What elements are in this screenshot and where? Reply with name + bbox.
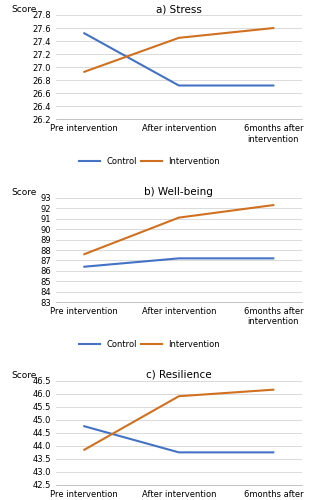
Control bbox=[177, 450, 181, 456]
Text: Score: Score bbox=[12, 5, 37, 14]
Control bbox=[272, 82, 275, 88]
Title: a) Stress: a) Stress bbox=[156, 4, 202, 14]
Line: Control: Control bbox=[84, 34, 273, 86]
Title: b) Well-being: b) Well-being bbox=[144, 187, 213, 197]
Control bbox=[82, 423, 86, 429]
Control bbox=[177, 82, 181, 88]
Legend: Control, Intervention: Control, Intervention bbox=[79, 157, 220, 166]
Legend: Control, Intervention: Control, Intervention bbox=[79, 340, 220, 349]
Control bbox=[272, 256, 275, 262]
Intervention bbox=[82, 251, 86, 257]
Control bbox=[177, 256, 181, 262]
Intervention bbox=[82, 69, 86, 75]
Line: Control: Control bbox=[84, 426, 273, 452]
Intervention bbox=[272, 202, 275, 208]
Intervention bbox=[177, 214, 181, 220]
Line: Intervention: Intervention bbox=[84, 28, 273, 72]
Intervention bbox=[82, 447, 86, 453]
Control bbox=[82, 264, 86, 270]
Text: Score: Score bbox=[12, 370, 37, 380]
Intervention bbox=[272, 386, 275, 392]
Line: Intervention: Intervention bbox=[84, 205, 273, 254]
Line: Intervention: Intervention bbox=[84, 390, 273, 450]
Text: Score: Score bbox=[12, 188, 37, 196]
Control bbox=[82, 30, 86, 36]
Control bbox=[272, 450, 275, 456]
Title: c) Resilience: c) Resilience bbox=[146, 370, 212, 380]
Intervention bbox=[177, 393, 181, 399]
Line: Control: Control bbox=[84, 258, 273, 266]
Intervention bbox=[272, 25, 275, 31]
Intervention bbox=[177, 35, 181, 41]
